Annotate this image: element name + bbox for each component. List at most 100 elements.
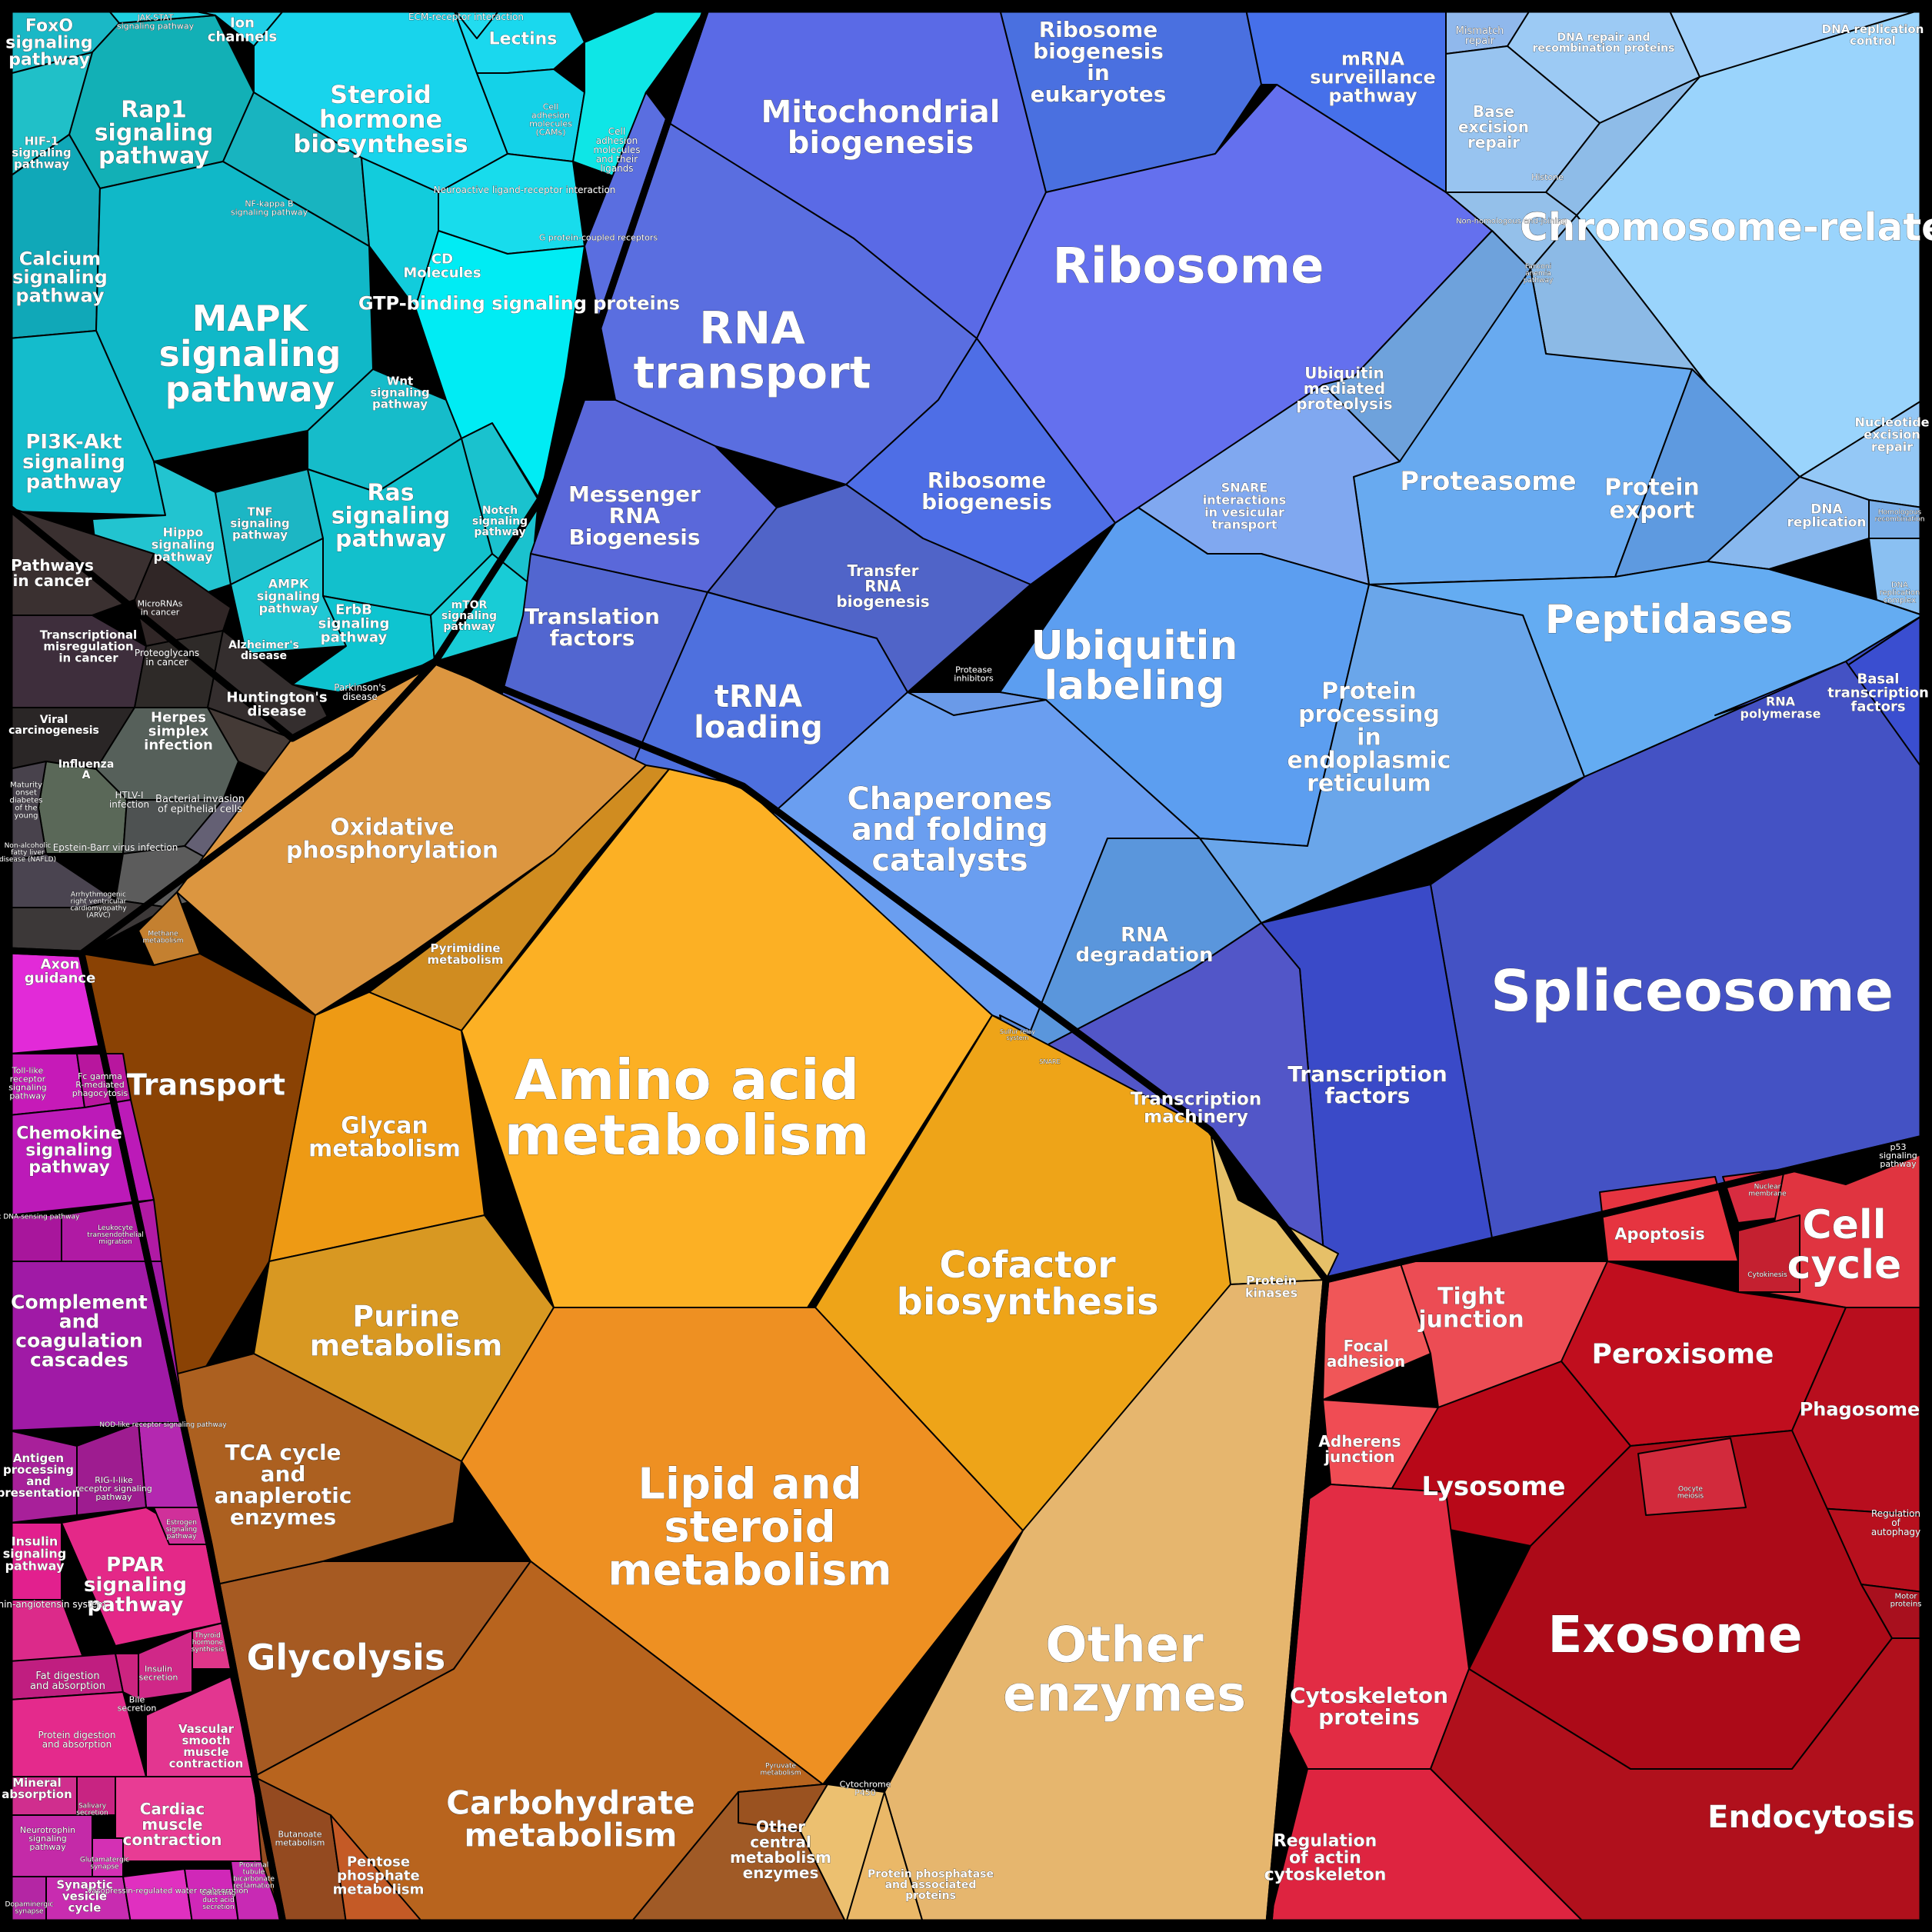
cell-label-c128: Dopaminergic synapse [5,1901,54,1916]
cell-label-c115: Estrogen signaling pathway [166,1519,198,1541]
cell-label-c101: Protein phosphatase and associated protein… [868,1868,994,1902]
cell-label-c49: Ribosome biogenesis [921,468,1052,515]
cell-label-c64: Nucleotide excision repair [1854,415,1929,455]
cell-label-c139: Peroxisome [1592,1339,1774,1371]
cell-label-c127: Synaptic vesicle cycle [56,1877,112,1914]
cell-label-c135: Cell cycle [1787,1202,1902,1288]
cell-label-c121: Vascular smooth muscle contraction [169,1722,244,1770]
cell-label-c14: mTOR signaling pathway [441,599,497,633]
cell-label-c97: Pentose phosphate metabolism [333,1854,425,1897]
cell-label-c54: DNA repair and recombination proteins [1533,32,1675,55]
cell-label-c58: Chromosome-related [1520,205,1932,250]
cell-label-c55: DNA replication control [1822,22,1924,48]
cell-label-c105: Chemokine signaling pathway [16,1124,122,1178]
cell-label-c2: Rap1 signaling pathway [95,97,214,170]
cell-label-c89: Purine metabolism [310,1299,503,1362]
cell-label-c41: Non-alcoholic fatty liver disease (NAFLD) [0,842,56,864]
cell-label-c103: Toll-like receptor signaling pathway [8,1065,47,1101]
cell-label-c47: Ribosome [1052,238,1324,295]
cell-c24 [415,230,585,501]
cell-label-c37: HTLV-I infection [109,790,149,810]
cell-label-c31: Alzheimer's disease [228,639,299,662]
cell-label-c94: Pyruvate metabolism [760,1763,801,1777]
cell-label-c17: Steroid hormone biosynthesis [293,80,468,158]
cell-label-c65: DNA replication [1787,501,1866,530]
cell-label-c84: Methane metabolism [142,931,183,945]
cell-label-c107: Leukocyte transendothelial migration [87,1224,143,1246]
cell-label-c35: Parkinson's disease [334,682,386,702]
cell-label-c8: Hippo signaling pathway [152,525,215,565]
cell-label-c88: Cofactor biosynthesis [896,1244,1158,1324]
cell-label-c108: Complement and coagulation cascades [11,1291,148,1371]
cell-label-c106: Cytosolic DNA-sensing pathway [0,1214,80,1221]
cell-label-c75: Chaperones and folding catalysts [847,781,1052,878]
cell-label-c57: Histone [1531,172,1564,182]
cell-label-c7: PI3K-Akt signaling pathway [22,431,125,494]
cell-label-c80: Sulfur relay system [1000,1028,1035,1041]
cell-label-c19: ECM-receptor interaction [408,12,524,22]
cell-label-c36: Influenza A [58,758,115,781]
cell-label-c1: FoxO signaling pathway [5,17,92,70]
cell-label-c5: MAPK signaling pathway [158,298,341,410]
cell-label-c45: mRNA surveillance pathway [1310,48,1436,106]
cell-label-c146: Cytoskeleton proteins [1290,1683,1448,1730]
cell-label-c52: tRNA loading [694,679,823,745]
cell-label-c129: Vasopressin-regulated water reabsorption [87,1887,248,1896]
cell-label-c86: Glycan metabolism [308,1113,461,1163]
cell-label-c96: Butanoate metabolism [275,1829,325,1847]
cell-label-c29: Transcriptional misregulation in cancer [40,628,137,665]
cell-label-c93: Carbohydrate metabolism [446,1784,695,1854]
cell-label-c79: Transcription machinery [1131,1090,1261,1128]
cell-label-c137: Focal adhesion [1327,1337,1405,1371]
cell-label-c56: Base excision repair [1458,102,1529,152]
cell-label-c50: Transfer RNA biogenesis [836,561,929,611]
cell-label-c148: Regulation of actin cytoskeleton [1264,1832,1387,1885]
cell-label-c43: Mitochondrial biogenesis [761,95,1000,161]
cell-c129 [122,1868,193,1924]
cell-label-c12: AMPK signaling pathway [257,577,320,616]
cell-c119 [115,1653,139,1700]
cell-c128 [8,1876,47,1924]
cell-label-c131: Proximal tubule bicarbonate reclamation [233,1862,275,1890]
cell-label-c53: Mismatch repair [1456,25,1504,47]
cell-label-c130: Collecting duct acid secretion [202,1890,236,1911]
cell-label-c59: Non-homologous end-joining [1456,218,1567,226]
cell-label-c11: Ras signaling pathway [331,480,451,553]
sector-border-metabolism [78,658,1330,1927]
cell-label-c24: GTP-binding signaling proteins [358,292,680,314]
cell-label-c40: Epstein-Barr virus infection [53,842,178,853]
cell-label-c18: Lectins [489,30,558,49]
cell-label-c147: Endocytosis [1707,1800,1915,1835]
cell-label-c78: Transcription factors [1287,1061,1447,1108]
cell-label-c27: Pathways in cancer [11,556,94,590]
cell-label-c20: Cell adhesion molecules (CAMs) [529,102,572,137]
cell-label-c123: Salivary secretion [76,1803,108,1817]
cell-label-c112: Insulin signaling pathway [3,1534,66,1574]
cell-label-c69: Peptidases [1545,597,1794,643]
cell-label-c28: MicroRNAs in cancer [138,598,183,617]
cell-label-c95: Other central metabolism enzymes [730,1817,831,1882]
cell-label-c60: Fanconi anemia pathway [1524,263,1554,285]
cell-label-c111: RIG-I-like receptor signaling pathway [75,1475,152,1502]
cell-label-c116: Thyroid hormone synthesis [192,1632,225,1654]
cell-label-c81: SNARE [1039,1058,1060,1065]
cell-label-c4: Calcium signaling pathway [12,248,108,306]
cell-label-c16: Ion channels [208,15,277,45]
cell-label-c140: Phagosome [1800,1398,1920,1420]
cell-label-c42: Arrhythmogenic right ventricular cardiomyo… [70,891,127,920]
cell-label-c67: DNA replication complex [1880,581,1920,605]
cell-c106 [8,1214,62,1262]
cell-label-c119: Bile secretion [118,1694,157,1713]
cell-label-c117: Insulin secretion [139,1664,178,1682]
cell-label-c10: Wnt signaling pathway [370,374,429,411]
cell-label-c62: Proteasome [1400,466,1576,497]
cell-c149 [1637,1437,1747,1516]
cell-label-c74: Basal transcription factors [1827,671,1929,715]
cell-label-c102: Axon guidance [25,956,96,986]
cell-label-c39: Maturity onset diabetes of the young [9,781,42,821]
cell-label-c9: TNF signaling pathway [230,505,289,541]
cell-label-c143: Regulation of autophagy [1871,1508,1920,1537]
